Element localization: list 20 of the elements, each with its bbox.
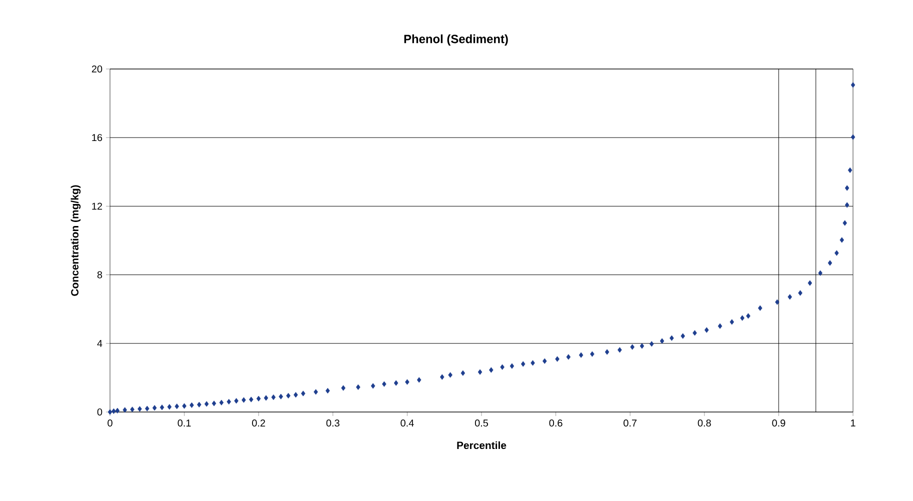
x-tick-label: 0 xyxy=(108,420,112,427)
y-tick-label: 16 xyxy=(92,134,102,142)
x-tick-label: 0.4 xyxy=(400,420,414,427)
x-tick-label: 1 xyxy=(851,420,856,426)
x-tick-label: 0.8 xyxy=(698,420,711,427)
chart-title: Phenol (Sediment) xyxy=(404,34,508,46)
x-tick-label: 0.9 xyxy=(772,420,786,427)
x-tick-label: 0.5 xyxy=(474,420,488,427)
y-tick-label: 12 xyxy=(92,202,102,210)
y-tick-label: 4 xyxy=(97,340,102,347)
y-tick-label: 8 xyxy=(97,271,102,278)
y-tick-label: 0 xyxy=(97,408,102,416)
y-axis-title: Concentration (mg/kg) xyxy=(70,185,81,296)
x-tick-label: 0.1 xyxy=(178,420,191,427)
x-axis-title: Percentile xyxy=(457,441,506,450)
y-tick-label: 20 xyxy=(92,65,102,73)
x-tick-label: 0.3 xyxy=(326,420,340,427)
x-tick-label: 0.6 xyxy=(549,420,562,427)
x-tick-label: 0.2 xyxy=(252,420,266,427)
x-tick-label: 0.7 xyxy=(624,420,637,427)
